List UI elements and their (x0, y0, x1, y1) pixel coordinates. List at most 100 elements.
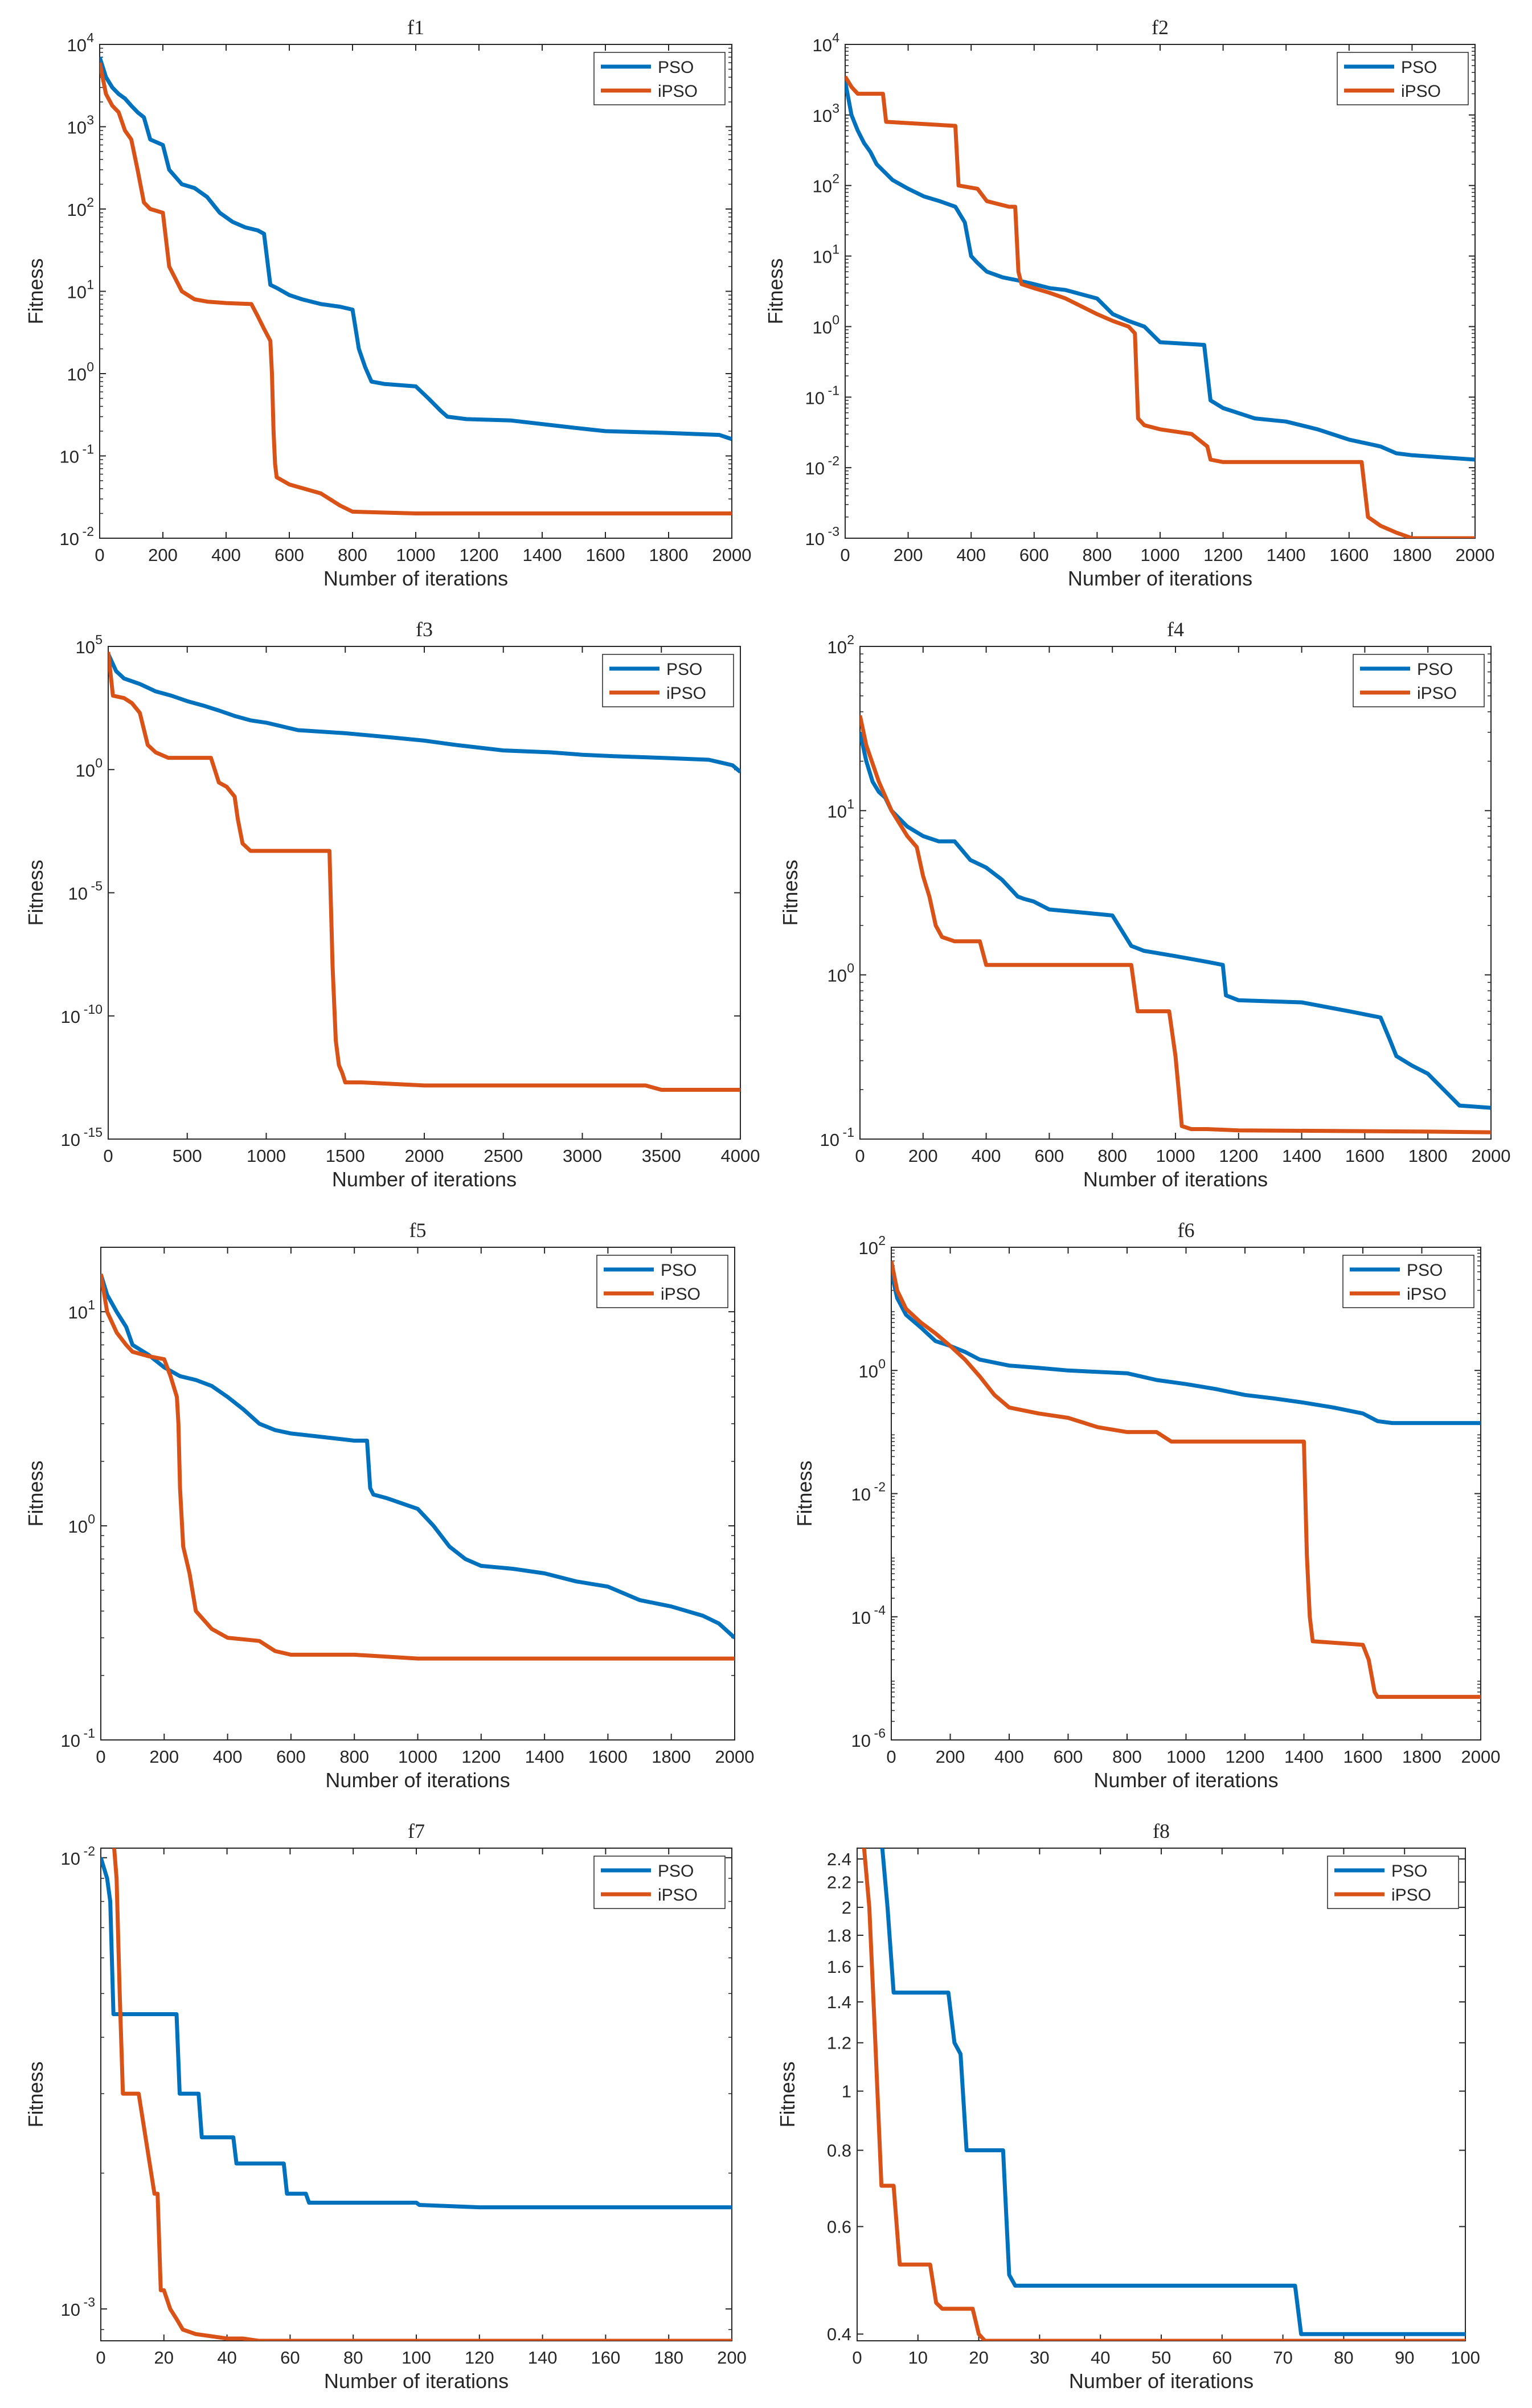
y-tick-base: 10 (851, 1608, 871, 1628)
y-axis-label: Fitness (24, 859, 47, 925)
legend-label-ipso: iPSO (1391, 1886, 1431, 1905)
x-tick-label: 3500 (642, 1146, 681, 1166)
series-line-pso (100, 56, 732, 441)
plot-area (845, 44, 1476, 539)
legend-label-ipso: iPSO (658, 1886, 698, 1905)
y-tick-base: 10 (813, 317, 832, 337)
x-axis-label: Number of iterations (1083, 1168, 1268, 1191)
y-tick-exponent: 0 (87, 359, 94, 374)
y-tick-base: 10 (813, 247, 832, 267)
y-tick-label: 0.4 (827, 2324, 851, 2344)
x-tick-label: 800 (1097, 1146, 1127, 1166)
x-tick-label: 30 (1030, 2348, 1049, 2368)
x-tick-label: 1400 (523, 545, 562, 565)
chart-title: f5 (409, 1219, 427, 1242)
legend-label-pso: PSO (658, 58, 694, 77)
y-tick-label: -110 (60, 442, 94, 467)
y-tick-label: -110 (61, 1726, 95, 1751)
x-tick-label: 400 (213, 1747, 243, 1767)
y-tick-label: 510 (76, 632, 103, 657)
x-tick-label: 600 (276, 1747, 306, 1767)
chart-title: f6 (1178, 1219, 1195, 1242)
y-tick-exponent: 2 (878, 1233, 886, 1248)
chart-f3: 0 500 1000 1500 2000 2500 3000 3500 4000-1510-10… (24, 618, 760, 1191)
legend-box (596, 1255, 728, 1308)
y-tick-exponent: -6 (874, 1726, 886, 1741)
y-tick-label: 010 (813, 312, 839, 337)
y-tick-exponent: -2 (874, 1480, 886, 1494)
legend-label-ipso: iPSO (666, 684, 706, 703)
y-tick-label: -15 10 (61, 1125, 103, 1150)
chart-f2: 0 200 400 600 800 1000 1200 1400 1600 1800 2000-31… (764, 16, 1494, 590)
y-tick-base: 10 (76, 637, 95, 657)
x-tick-label: 10 (908, 2348, 928, 2368)
y-tick-label: -610 (851, 1726, 886, 1751)
chart-f8: 0 10 20 30 40 50 60 70 80 90 100 0.4 0.6 0.8 1 1.2 1.4 1.… (776, 1820, 1480, 2393)
y-tick-label: 2.2 (827, 1873, 851, 1893)
y-tick-base: 10 (61, 1849, 80, 1869)
plot-area (100, 1848, 732, 2341)
x-tick-label: 4000 (721, 1146, 760, 1166)
y-tick-exponent: 0 (832, 312, 839, 327)
y-tick-base: 10 (813, 106, 832, 126)
chart-f6: 0 200 400 600 800 1000 1200 1400 1600 1800 2000-61… (793, 1219, 1500, 1792)
series-line-ipso (112, 1848, 732, 2341)
y-tick-exponent: 0 (88, 1512, 95, 1526)
y-tick-base: 10 (61, 1130, 80, 1150)
x-tick-label: 1600 (586, 545, 625, 565)
y-tick-base: 10 (805, 529, 825, 549)
chart-title: f1 (407, 16, 424, 39)
y-tick-label: -410 (851, 1603, 886, 1628)
y-tick-exponent: -15 (84, 1125, 103, 1140)
y-tick-base: 10 (68, 1517, 88, 1537)
x-axis-label: Number of iterations (1093, 1768, 1278, 1792)
legend-label-ipso: iPSO (1407, 1285, 1447, 1304)
y-tick-label: 1.2 (827, 2033, 851, 2053)
legend: PSO iPSO (602, 654, 734, 707)
y-tick-exponent: 1 (847, 796, 854, 811)
y-tick-label: -10 10 (61, 1002, 103, 1027)
series-line-pso (860, 732, 1491, 1110)
y-tick-label: 2 (842, 1898, 851, 1918)
plot-area (891, 1247, 1481, 1741)
y-tick-label: 0.6 (827, 2217, 851, 2237)
y-tick-label: 010 (76, 755, 103, 780)
x-tick-label: 1000 (398, 1747, 437, 1767)
y-tick-exponent: -2 (83, 524, 94, 539)
y-tick-label: -110 (805, 383, 839, 408)
legend-label-pso: PSO (1401, 58, 1437, 77)
x-tick-label: 120 (465, 2348, 494, 2368)
y-tick-base: 10 (67, 200, 87, 220)
y-tick-label: -210 (851, 1480, 886, 1505)
legend: PSO iPSO (596, 1255, 728, 1308)
x-tick-label: 600 (1054, 1747, 1083, 1767)
y-tick-label: 210 (859, 1233, 886, 1258)
y-tick-label: 010 (68, 1512, 95, 1537)
y-tick-base: 10 (851, 1731, 871, 1751)
y-tick-exponent: -1 (83, 442, 94, 457)
y-tick-base: 10 (67, 35, 87, 55)
x-tick-label: 600 (1035, 1146, 1064, 1166)
legend: PSO iPSO (593, 1856, 726, 1909)
series-line-pso (108, 653, 740, 774)
x-tick-label: 200 (148, 545, 178, 565)
plot-area (99, 44, 732, 539)
x-axis-label: Number of iterations (324, 2369, 509, 2393)
y-tick-label: 410 (813, 30, 840, 55)
x-tick-label: 180 (654, 2348, 683, 2368)
series-line-pso (891, 1271, 1481, 1426)
x-tick-label: 1800 (649, 545, 689, 565)
y-tick-base: 10 (67, 365, 87, 384)
y-tick-label: -210 (805, 453, 839, 478)
x-tick-label: 1800 (1408, 1146, 1448, 1166)
y-tick-exponent: 4 (832, 30, 839, 45)
x-tick-label: 200 (717, 2348, 747, 2368)
x-tick-label: 500 (173, 1146, 202, 1166)
x-tick-label: 2500 (484, 1146, 523, 1166)
x-axis-label: Number of iterations (332, 1168, 517, 1191)
y-tick-base: 10 (859, 1361, 878, 1381)
x-tick-label: 800 (1083, 545, 1112, 565)
x-tick-label: 2000 (1461, 1747, 1501, 1767)
x-tick-label: 1000 (1166, 1747, 1206, 1767)
y-tick-base: 10 (828, 801, 847, 821)
